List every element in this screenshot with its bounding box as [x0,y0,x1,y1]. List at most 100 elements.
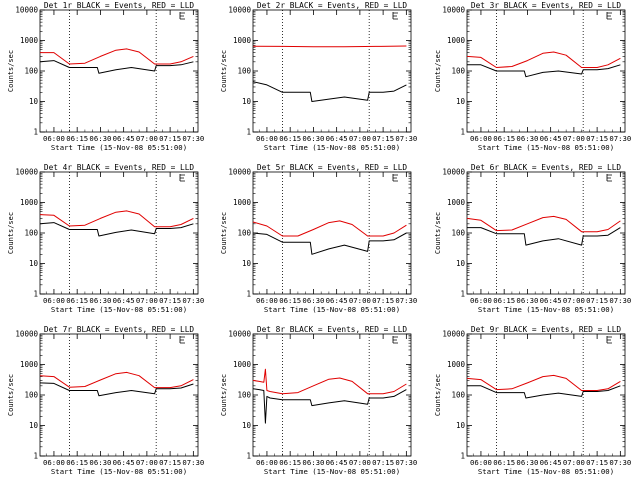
events-series-line [252,388,407,424]
legend-glyph-icon [179,12,185,20]
legend-glyph-icon [606,336,612,344]
y-tick-label: 10000 [442,6,465,15]
panel-det-9: Det 9r BLACK = Events, RED = LLD 1 10 100 10… [434,325,631,476]
lld-series-line [466,215,621,233]
panel-det-4: Det 4r BLACK = Events, RED = LLD 1 10 100 10… [7,163,204,314]
legend-glyph-icon [606,12,612,20]
x-tick-label: 07:00 [136,134,158,143]
x-tick-label: 06:15 [279,458,301,467]
x-tick-label: 06:15 [493,296,515,305]
legend-glyph-icon [179,174,185,182]
y-tick-label: 1 [246,128,251,137]
y-tick-label: 1000 [233,198,252,207]
x-tick-label: 07:00 [349,296,371,305]
x-tick-label: 07:30 [609,296,631,305]
panel-title: Det 4r BLACK = Events, RED = LLD [44,163,195,172]
x-tick-label: 06:45 [113,134,135,143]
x-tick-label: 07:00 [349,458,371,467]
x-tick-label: 06:00 [43,458,65,467]
x-tick-label: 07:15 [372,134,394,143]
x-tick-label: 06:30 [302,296,324,305]
x-tick-label: 06:00 [256,296,278,305]
y-tick-label: 1 [460,128,465,137]
x-tick-label: 06:00 [43,296,65,305]
x-tick-label: 06:45 [113,296,135,305]
x-tick-label: 06:15 [66,458,88,467]
x-tick-label: 06:30 [302,458,324,467]
y-tick-label: 10000 [228,168,251,177]
panel-det-5: Det 5r BLACK = Events, RED = LLD 1 10 100 10… [220,163,417,314]
y-tick-label: 100 [24,67,38,76]
lld-series-line [252,220,407,237]
y-tick-label: 10 [29,421,39,430]
events-series-line [39,60,194,74]
y-tick-label: 10000 [228,330,251,339]
x-tick-label: 06:00 [470,458,492,467]
x-tick-label: 06:30 [516,134,538,143]
events-series-line [252,81,407,102]
x-axis-label: Start Time (15-Nov-08 05:51:00) [264,467,400,476]
x-axis-label: Start Time (15-Nov-08 05:51:00) [478,305,614,314]
panel-title: Det 3r BLACK = Events, RED = LLD [471,1,622,10]
x-axis-label: Start Time (15-Nov-08 05:51:00) [51,143,187,152]
x-tick-label: 06:30 [89,458,111,467]
x-axis-label: Start Time (15-Nov-08 05:51:00) [51,305,187,314]
y-axis-label: Counts/sec [7,374,15,416]
y-tick-label: 1 [460,452,465,461]
lld-series-line [252,368,407,395]
x-tick-label: 07:30 [609,458,631,467]
panel-det-7: Det 7r BLACK = Events, RED = LLD 1 10 100 10… [7,325,204,476]
y-axis-label: Counts/sec [434,50,442,92]
y-tick-label: 10 [242,97,252,106]
x-tick-label: 06:15 [493,134,515,143]
y-tick-label: 1 [246,452,251,461]
x-axis-label: Start Time (15-Nov-08 05:51:00) [478,143,614,152]
x-tick-label: 07:30 [609,134,631,143]
events-series-line [467,64,621,78]
x-tick-label: 07:15 [586,134,608,143]
legend-glyph-icon [606,174,612,182]
lld-series-line [39,210,194,228]
y-tick-label: 100 [24,229,38,238]
y-tick-label: 1000 [20,198,39,207]
x-tick-label: 07:30 [182,296,204,305]
x-tick-label: 06:45 [540,134,562,143]
x-tick-label: 06:00 [470,134,492,143]
y-tick-label: 100 [24,391,38,400]
y-tick-label: 100 [237,391,251,400]
x-axis-label: Start Time (15-Nov-08 05:51:00) [264,143,400,152]
x-tick-label: 06:15 [279,134,301,143]
x-tick-label: 07:15 [159,296,181,305]
y-tick-label: 100 [451,67,465,76]
panel-det-8: Det 8r BLACK = Events, RED = LLD 1 10 100 10… [220,325,417,476]
y-tick-label: 10 [242,259,252,268]
x-tick-label: 06:45 [113,458,135,467]
legend-glyph-icon [179,336,185,344]
y-tick-label: 1 [460,290,465,299]
y-tick-label: 100 [451,229,465,238]
x-tick-label: 06:00 [256,134,278,143]
x-tick-label: 06:00 [43,134,65,143]
x-tick-label: 07:15 [159,134,181,143]
panel-title: Det 9r BLACK = Events, RED = LLD [471,325,622,334]
x-tick-label: 06:45 [326,134,348,143]
y-axis-label: Counts/sec [434,374,442,416]
y-tick-label: 1 [33,452,38,461]
panel-title: Det 1r BLACK = Events, RED = LLD [44,1,195,10]
y-tick-label: 10 [456,259,466,268]
y-tick-label: 1000 [447,360,466,369]
x-tick-label: 06:45 [326,458,348,467]
y-tick-label: 1 [246,290,251,299]
y-axis-label: Counts/sec [220,50,228,92]
events-series-line [39,222,194,237]
x-tick-label: 06:15 [66,296,88,305]
lld-series-line [39,371,194,389]
x-axis-label: Start Time (15-Nov-08 05:51:00) [264,305,400,314]
events-series-line [467,385,621,399]
events-series-line [252,232,407,255]
y-axis-label: Counts/sec [434,212,442,254]
y-tick-label: 10 [456,421,466,430]
panel-det-2: Det 2r BLACK = Events, RED = LLD 1 10 100 10… [220,1,417,152]
